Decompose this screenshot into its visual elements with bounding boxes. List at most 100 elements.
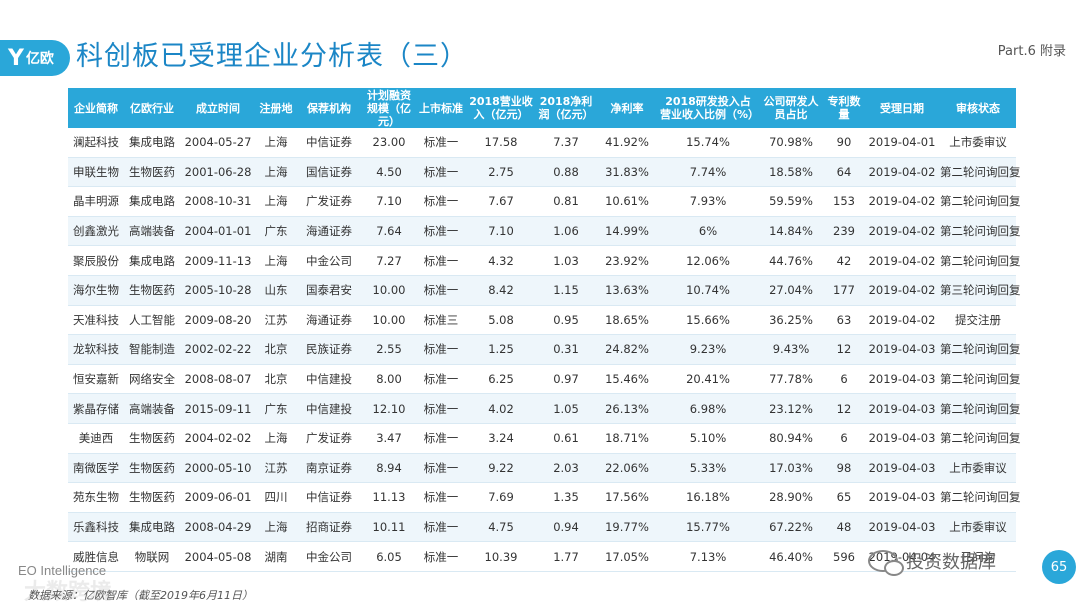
page-title: 科创板已受理企业分析表（三）	[76, 41, 468, 72]
table-cell: 13.63%	[596, 275, 658, 306]
column-header: 审核状态	[940, 88, 1016, 128]
column-header: 2018研发投入占营业收入比例（%）	[658, 88, 759, 128]
table-cell: 17.58	[466, 128, 536, 158]
table-row: 苑东生物 生物医药 2009-06-01 四川 中信证券 11.13 标准一 7.69 1.35…	[68, 482, 1021, 513]
table-row: 申联生物 生物医药 2001-06-28 上海 国信证券 4.50 标准一 2.75 0.88 3…	[68, 157, 1021, 188]
table-cell: 177	[824, 275, 864, 306]
table-cell: 集成电路	[124, 245, 180, 276]
table-cell: 0.97	[536, 364, 596, 395]
table-cell: 上海	[256, 512, 296, 543]
table-cell: 2008-04-29	[180, 512, 256, 543]
table-cell: 标准三	[416, 305, 466, 336]
table-cell: 2009-08-20	[180, 305, 256, 336]
table-cell: 65	[824, 482, 864, 513]
column-header: 受理日期	[864, 88, 940, 128]
table-cell: 物联网	[124, 541, 180, 572]
table-cell: 2019-04-03	[864, 364, 940, 395]
table-cell: 广东	[256, 393, 296, 424]
table-cell: 44.76%	[758, 245, 824, 276]
table-cell: 2.03	[536, 453, 596, 484]
table-cell: 90	[824, 128, 864, 158]
table-cell: 2019-04-03	[864, 482, 940, 513]
table-cell: 15.66%	[658, 305, 758, 336]
table-cell: 网络安全	[124, 364, 180, 395]
table-cell: 第二轮问询回复	[940, 393, 1021, 424]
table-cell: 标准一	[416, 275, 466, 306]
table-cell: 63	[824, 305, 864, 336]
table-cell: 2005-10-28	[180, 275, 256, 306]
table-cell: 12	[824, 393, 864, 424]
table-cell: 0.94	[536, 512, 596, 543]
table-cell: 2019-04-02	[864, 245, 940, 276]
column-header: 成立时间	[180, 88, 256, 128]
column-header: 上市标准	[416, 88, 466, 128]
table-cell: 紫晶存储	[68, 393, 124, 424]
table-cell: 10.74%	[658, 275, 758, 306]
table-cell: 18.71%	[596, 423, 658, 454]
data-source-note: 数据来源：亿欧智库（截至2019年6月11日）	[28, 589, 253, 602]
column-header: 专利数量	[824, 88, 864, 128]
table-cell: 4.50	[362, 157, 416, 188]
table-cell: 广东	[256, 216, 296, 247]
table-cell: 中信证券	[296, 482, 362, 513]
table-cell: 8.42	[466, 275, 536, 306]
table-cell: 标准一	[416, 216, 466, 247]
table-cell: 国泰君安	[296, 275, 362, 306]
table-cell: 6	[824, 423, 864, 454]
table-cell: 42	[824, 245, 864, 276]
table-cell: 2.75	[466, 157, 536, 188]
table-cell: 15.77%	[658, 512, 758, 543]
table-cell: 24.82%	[596, 334, 658, 365]
table-cell: 1.06	[536, 216, 596, 247]
table-cell: 18.58%	[758, 157, 824, 188]
table-cell: 2004-02-02	[180, 423, 256, 454]
table-cell: 生物医药	[124, 453, 180, 484]
table-cell: 第二轮问询回复	[940, 364, 1021, 395]
table-cell: 23.12%	[758, 393, 824, 424]
table-cell: 0.81	[536, 186, 596, 217]
table-cell: 聚辰股份	[68, 245, 124, 276]
table-cell: 高端装备	[124, 216, 180, 247]
table-row: 威胜信息 物联网 2004-05-08 湖南 中金公司 6.05 标准一 10.39 1.77 1…	[68, 541, 1016, 572]
table-cell: 2008-08-07	[180, 364, 256, 395]
table-cell: 创鑫激光	[68, 216, 124, 247]
table-cell: 6%	[658, 216, 758, 247]
table-cell: 23.00	[362, 128, 416, 158]
table-cell: 14.99%	[596, 216, 658, 247]
table-cell: 0.61	[536, 423, 596, 454]
company-table: 企业简称 亿欧行业 成立时间 注册地 保荐机构 计划融资规模（亿元） 上市标准 2018营业收…	[68, 88, 1021, 572]
table-cell: 国信证券	[296, 157, 362, 188]
table-cell: 标准一	[416, 245, 466, 276]
table-cell: 生物医药	[124, 423, 180, 454]
table-cell: 80.94%	[758, 423, 824, 454]
table-cell: 70.98%	[758, 128, 824, 158]
table-cell: 5.33%	[658, 453, 758, 484]
logo-name: 亿欧	[25, 51, 54, 67]
table-cell: 2019-04-02	[864, 186, 940, 217]
table-cell: 7.10	[466, 216, 536, 247]
table-cell: 生物医药	[124, 482, 180, 513]
table-cell: 申联生物	[68, 157, 124, 188]
table-cell: 山东	[256, 275, 296, 306]
table-cell: 2019-04-02	[864, 157, 940, 188]
table-cell: 上海	[256, 423, 296, 454]
table-cell: 海尔生物	[68, 275, 124, 306]
table-cell: 1.05	[536, 393, 596, 424]
table-cell: 2004-01-01	[180, 216, 256, 247]
table-cell: 8.94	[362, 453, 416, 484]
table-cell: 48	[824, 512, 864, 543]
table-cell: 标准一	[416, 186, 466, 217]
wechat-icon	[868, 550, 904, 576]
table-cell: 12.10	[362, 393, 416, 424]
table-cell: 智能制造	[124, 334, 180, 365]
table-cell: 2019-04-03	[864, 423, 940, 454]
table-cell: 2019-04-02	[864, 305, 940, 336]
table-cell: 4.32	[466, 245, 536, 276]
table-cell: 海通证券	[296, 216, 362, 247]
table-body: 澜起科技 集成电路 2004-05-27 上海 中信证券 23.00 标准一 17.58 7.3…	[68, 128, 1021, 572]
page-number: 65	[1042, 550, 1076, 584]
table-cell: 5.10%	[658, 423, 758, 454]
column-header: 注册地	[256, 88, 296, 128]
table-row: 晶丰明源 集成电路 2008-10-31 上海 广发证券 7.10 标准一 7.67 0.81 1…	[68, 186, 1021, 217]
table-cell: 15.46%	[596, 364, 658, 395]
